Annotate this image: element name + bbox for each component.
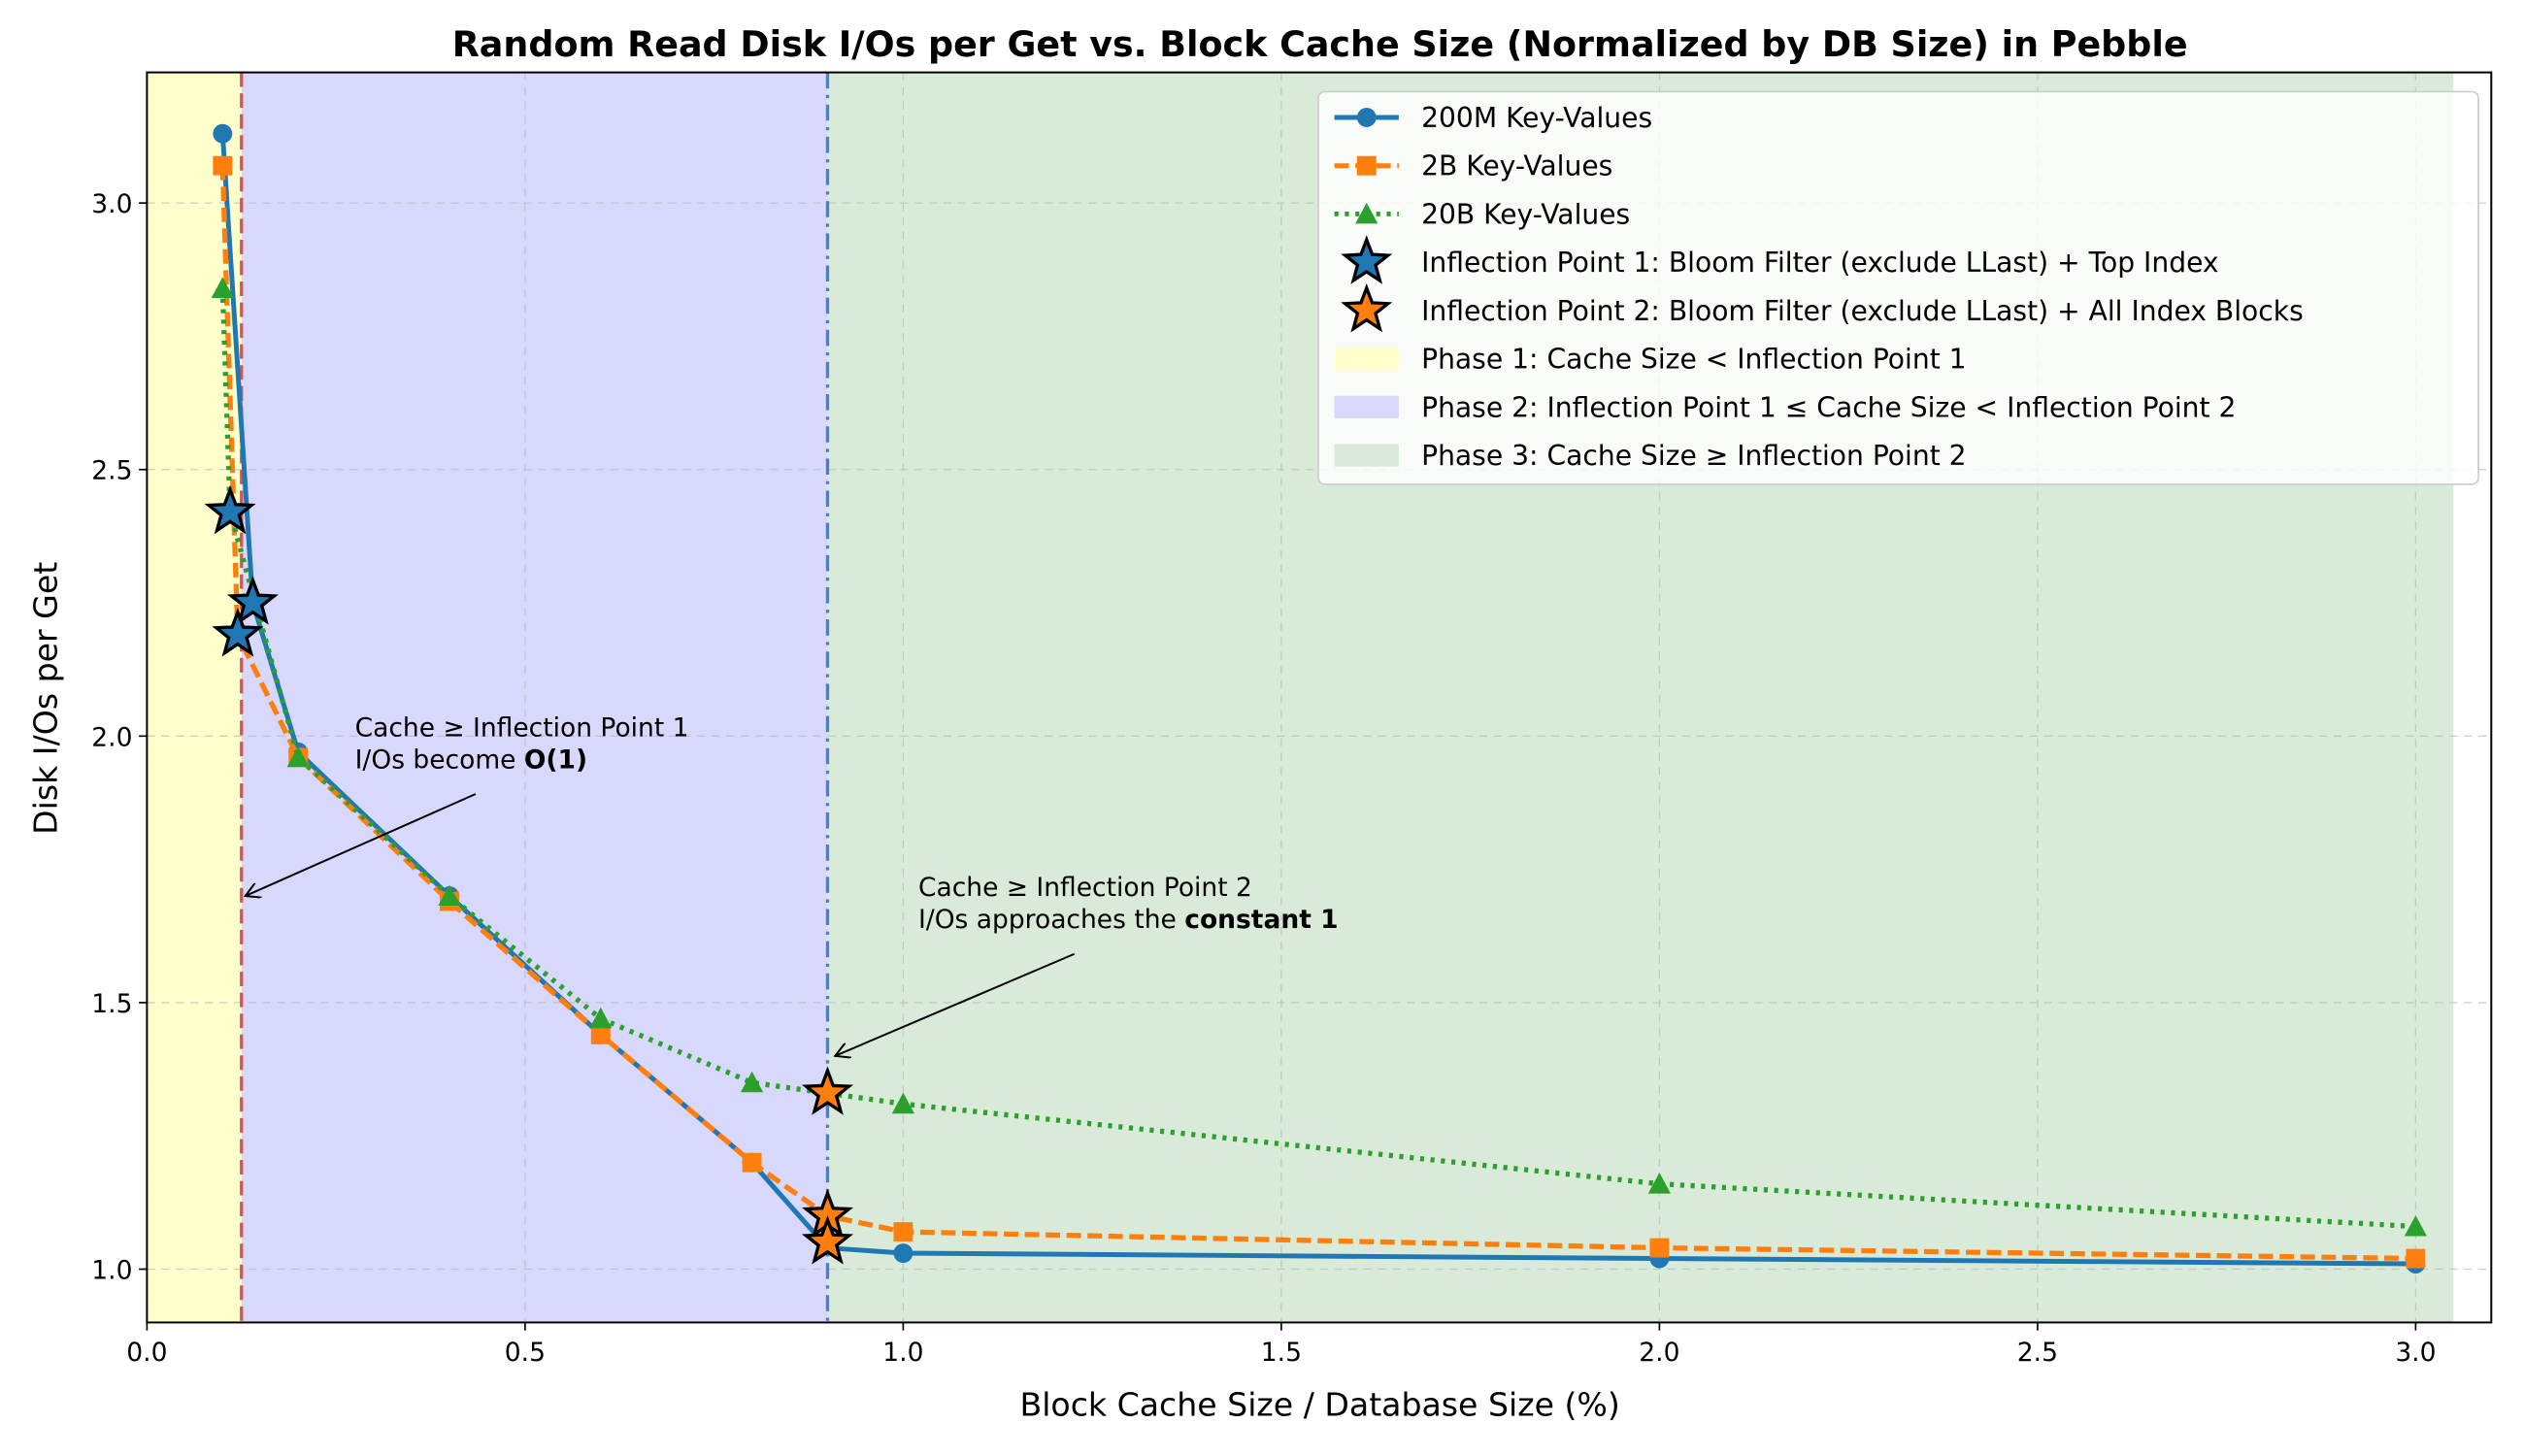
- phase-region-2: [241, 72, 828, 1323]
- legend-label: 20B Key-Values: [1421, 198, 1630, 230]
- legend-star: [1341, 283, 1393, 333]
- data-point-triangle: [740, 1071, 764, 1093]
- x-tick-label: 2.0: [1639, 1338, 1679, 1368]
- y-tick-label: 1.5: [91, 989, 132, 1019]
- x-tick-label: 0.0: [126, 1338, 167, 1368]
- legend-box: [1317, 90, 2479, 485]
- legend-label: Inflection Point 1: Bloom Filter (exclud…: [1421, 247, 2219, 279]
- chart-title: Random Read Disk I/Os per Get vs. Block …: [452, 23, 2188, 65]
- series-line-1: [219, 165, 2416, 1262]
- y-tick-label: 1.0: [91, 1255, 132, 1285]
- data-point-triangle: [589, 1007, 613, 1029]
- annotation-line: Cache ≥ Inflection Point 1: [355, 712, 689, 743]
- data-point-triangle: [211, 277, 234, 298]
- x-tick-label: 3.0: [2395, 1338, 2436, 1368]
- legend-marker: [1356, 108, 1377, 127]
- legend-label: 2B Key-Values: [1421, 150, 1612, 182]
- plot-frame: [146, 71, 2493, 1324]
- data-point-triangle: [2404, 1214, 2427, 1237]
- data-point-circle: [893, 1243, 913, 1263]
- inflection-point-2-star: [801, 1215, 854, 1265]
- data-point-square: [590, 1024, 611, 1044]
- data-point-circle: [213, 123, 233, 144]
- y-tick-label: 2.5: [91, 456, 132, 486]
- annotation-line: Cache ≥ Inflection Point 2: [918, 873, 1252, 903]
- inflection-point-1-star: [204, 484, 256, 535]
- annotation-line: I/Os become: [355, 745, 524, 775]
- data-point-triangle: [1647, 1173, 1671, 1194]
- data-point-triangle: [438, 884, 461, 907]
- y-tick-label: 2.0: [91, 722, 132, 752]
- legend-swatch: [1334, 444, 1399, 467]
- inflection-point-1-star: [212, 608, 264, 657]
- x-tick-label: 1.5: [1261, 1338, 1302, 1368]
- legend-label: Phase 3: Cache Size ≥ Inflection Point 2: [1421, 440, 1967, 472]
- annotation-line: I/Os approaches the: [918, 905, 1184, 935]
- legend-label: Phase 2: Inflection Point 1 ≤ Cache Size…: [1421, 391, 2236, 423]
- annotation-arrow-2: [835, 952, 1076, 1056]
- legend-marker: [1356, 155, 1377, 176]
- x-tick-label: 1.0: [882, 1338, 923, 1368]
- data-point-square: [213, 155, 233, 176]
- data-point-triangle: [891, 1092, 914, 1114]
- annotation-bold: constant 1: [1184, 905, 1338, 935]
- x-tick-label: 2.5: [2017, 1338, 2058, 1368]
- data-point-square: [1649, 1238, 1670, 1258]
- legend: 200M Key-Values 2B Key-Values 20B Key-Valu…: [1317, 90, 2479, 485]
- legend-swatch: [1334, 395, 1399, 418]
- legend-swatch: [1334, 347, 1399, 371]
- annotation-bold: O(1): [524, 745, 587, 775]
- x-tick-label: 0.5: [505, 1338, 546, 1368]
- inflection-point-2-star: [801, 1066, 854, 1115]
- legend-label: Phase 1: Cache Size < Inflection Point 1: [1421, 344, 1967, 376]
- legend-label: 200M Key-Values: [1421, 102, 1652, 134]
- data-point-square: [893, 1222, 913, 1242]
- y-axis-label: Disk I/Os per Get: [27, 562, 65, 835]
- inflection-point-1-star: [226, 576, 279, 625]
- data-point-triangle: [286, 745, 310, 768]
- data-point-square: [742, 1152, 762, 1173]
- y-tick-label: 3.0: [91, 189, 132, 219]
- data-point-square: [2406, 1248, 2426, 1269]
- annotation-1: Cache ≥ Inflection Point 1 I/Os become O(…: [355, 712, 689, 775]
- annotation-2: Cache ≥ Inflection Point 2 I/Os approache…: [918, 873, 1339, 935]
- legend-label: Inflection Point 2: Bloom Filter (exclud…: [1421, 295, 2304, 327]
- legend-star: [1341, 235, 1393, 284]
- annotation-arrow-1: [246, 793, 477, 896]
- legend-marker: [1355, 202, 1378, 224]
- x-axis-label: Block Cache Size / Database Size (%): [1020, 1386, 1620, 1424]
